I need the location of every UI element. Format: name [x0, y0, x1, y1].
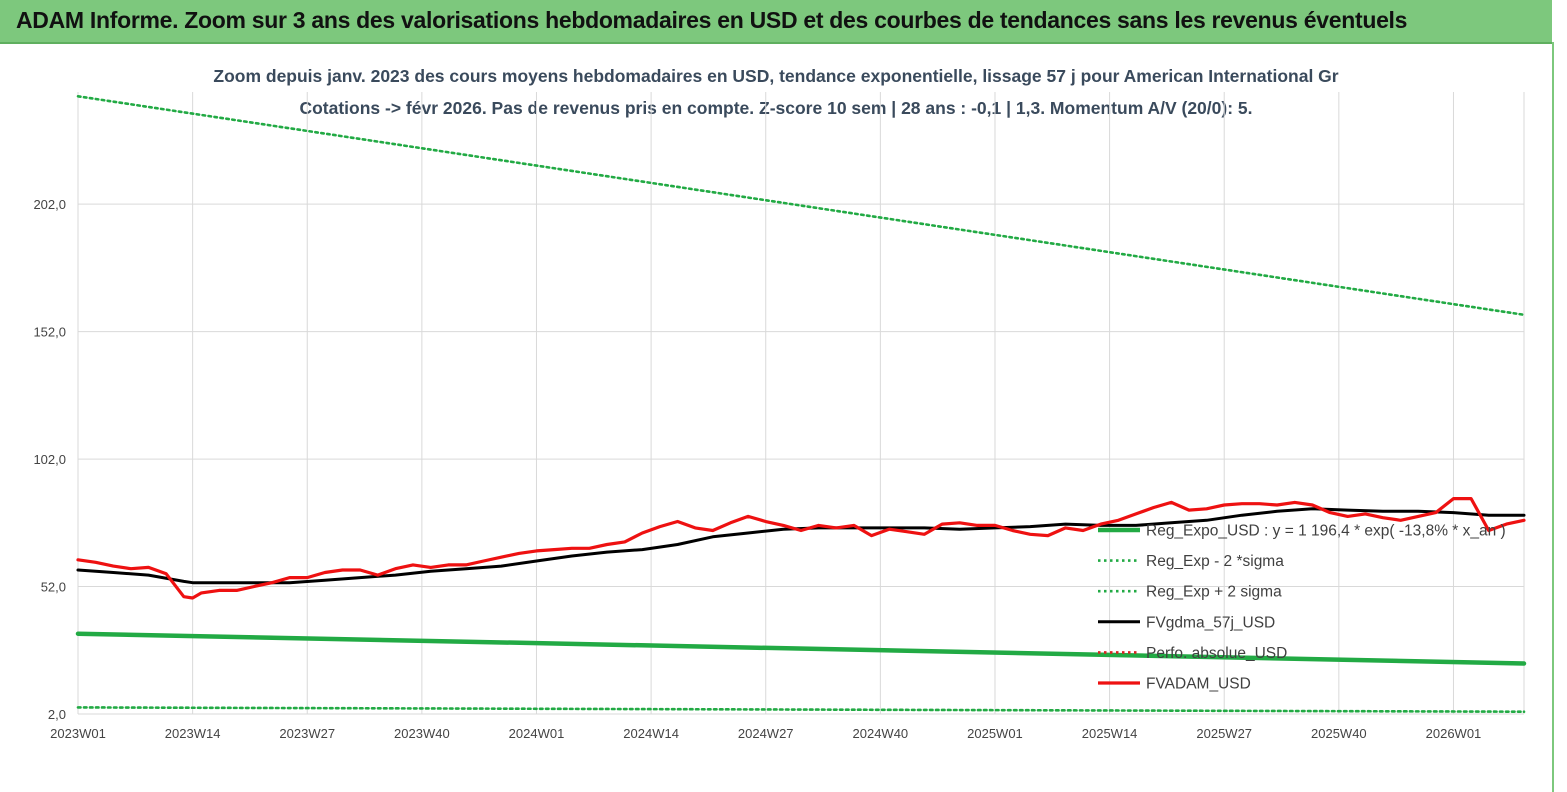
series-line-3 — [76, 507, 1526, 585]
x-tick-label: 2025W27 — [1196, 726, 1252, 741]
legend-entry: Reg_Expo_USD : y = 1 196,4 * exp( -13,8%… — [1146, 523, 1506, 540]
x-tick-label: 2024W14 — [623, 726, 679, 741]
x-tick-label: 2024W40 — [853, 726, 909, 741]
legend-entry: FVADAM_USD — [1146, 676, 1251, 693]
y-tick-label: 52,0 — [41, 580, 66, 595]
series-line-0 — [75, 631, 1527, 666]
x-axis-ticks: 2023W01 2023W14 2023W27 2023W40 2024W01 2024W… — [50, 726, 1481, 741]
chart-title: Zoom depuis janv. 2023 des cours moyens … — [213, 66, 1339, 86]
x-tick-label: 2026W01 — [1426, 726, 1482, 741]
legend: Reg_Expo_USD : y = 1 196,4 * exp( -13,8%… — [1098, 523, 1506, 693]
x-tick-label: 2023W14 — [165, 726, 221, 741]
legend-entry: Reg_Exp - 2 *sigma — [1146, 553, 1284, 570]
legend-entry: Perfo. absolue_USD — [1146, 645, 1287, 662]
chart-subtitle: Cotations -> févr 2026. Pas de revenus p… — [299, 98, 1253, 118]
series-line-5 — [76, 497, 1526, 600]
series-lines — [75, 95, 1527, 714]
y-tick-label: 2,0 — [48, 707, 66, 722]
x-tick-label: 2023W01 — [50, 726, 106, 741]
x-tick-label: 2024W01 — [509, 726, 565, 741]
frame-border — [1552, 42, 1554, 792]
series-line-2 — [76, 95, 1526, 317]
x-tick-label: 2025W14 — [1082, 726, 1138, 741]
legend-entry: Reg_Exp + 2 sigma — [1146, 584, 1282, 601]
report-title: ADAM Informe. Zoom sur 3 ans des valoris… — [16, 7, 1408, 33]
legend-entry: FVgdma_57j_USD — [1146, 614, 1275, 631]
x-tick-label: 2025W40 — [1311, 726, 1367, 741]
x-tick-label: 2025W01 — [967, 726, 1023, 741]
x-tick-label: 2024W27 — [738, 726, 794, 741]
y-axis-ticks: 2,0 52,0 102,0 152,0 202,0 — [33, 197, 66, 722]
y-tick-label: 202,0 — [33, 197, 66, 212]
x-tick-label: 2023W40 — [394, 726, 450, 741]
series-line-1 — [76, 706, 1526, 714]
grid — [77, 92, 1525, 715]
y-tick-label: 102,0 — [33, 452, 66, 467]
report-banner: ADAM Informe. Zoom sur 3 ans des valoris… — [0, 0, 1552, 44]
y-tick-label: 152,0 — [33, 325, 66, 340]
x-tick-label: 2023W27 — [279, 726, 335, 741]
